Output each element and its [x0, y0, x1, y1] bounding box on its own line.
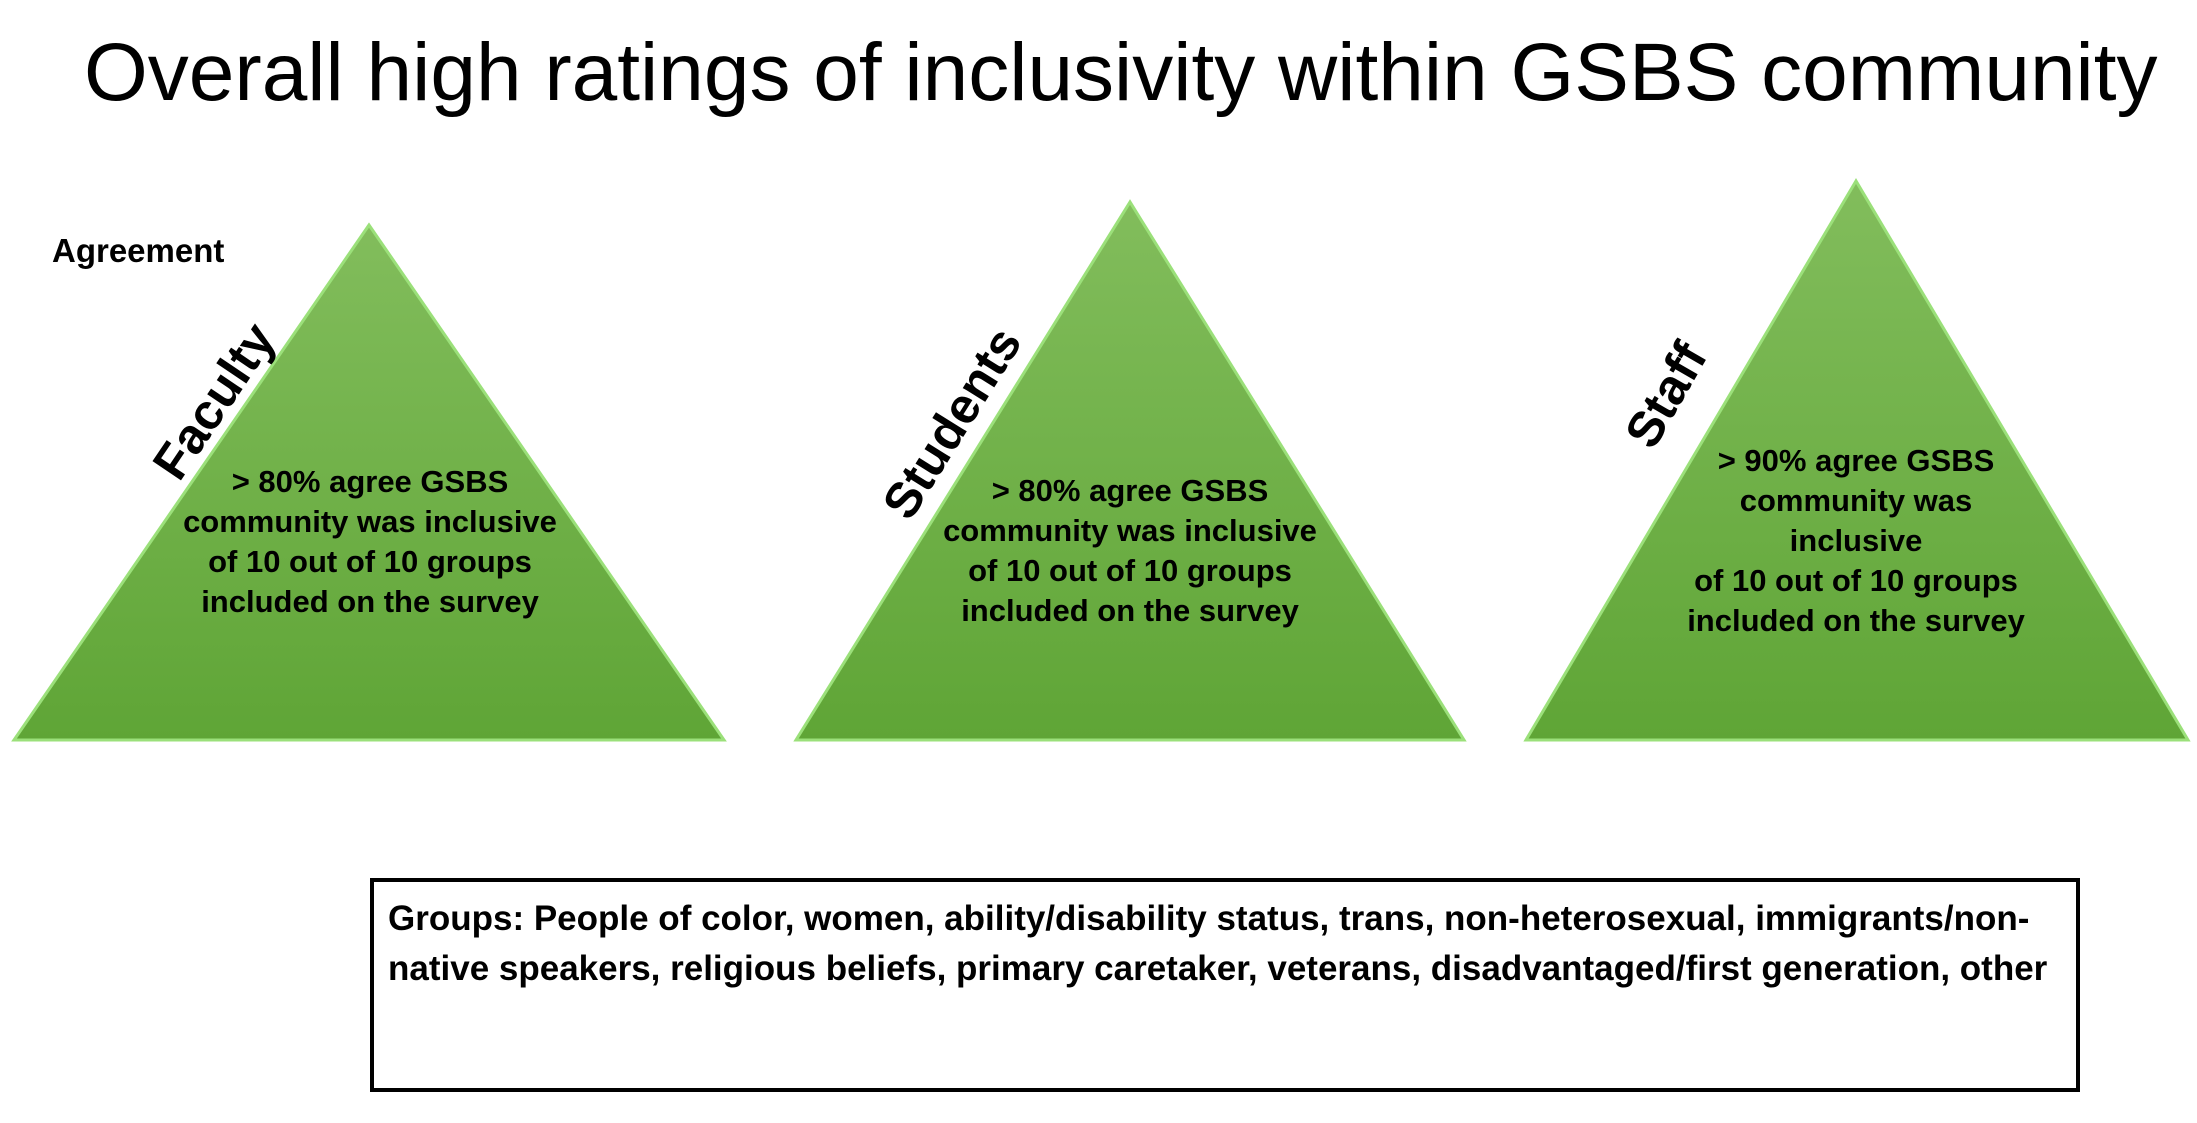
faculty-triangle [11, 222, 727, 742]
faculty-agreement-text: > 80% agree GSBS community was inclusive… [183, 464, 557, 619]
groups-note-text: Groups: People of color, women, ability/… [388, 899, 2048, 988]
agreement-heading: Agreement [52, 232, 225, 269]
staff-agreement-text: > 90% agree GSBS community was inclusive… [1687, 443, 2025, 638]
students-triangle [793, 199, 1467, 742]
groups-note-box: Groups: People of color, women, ability/… [370, 878, 2080, 1092]
students-agreement-text: > 80% agree GSBS community was inclusive… [943, 473, 1317, 628]
staff-triangle [1523, 178, 2191, 742]
slide-title: Overall high ratings of inclusivity with… [84, 27, 2158, 118]
